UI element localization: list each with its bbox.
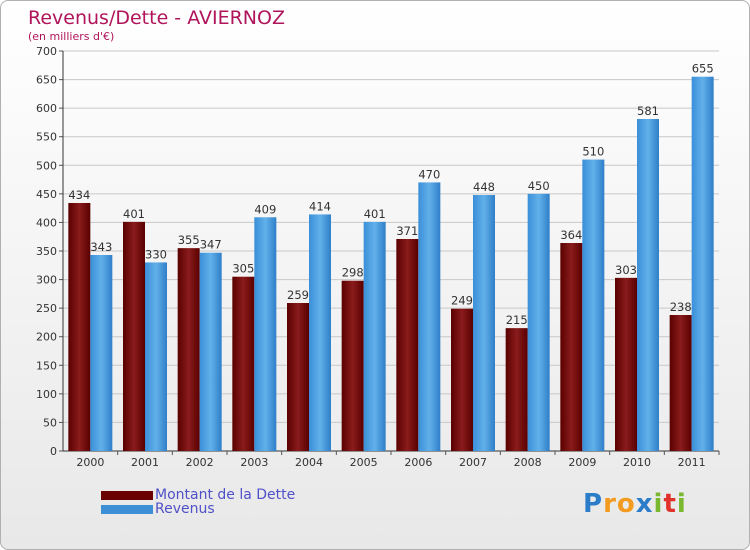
y-tick-label: 250 bbox=[36, 302, 57, 315]
legend-swatch-dette bbox=[101, 490, 153, 500]
bar-dette bbox=[68, 203, 91, 451]
data-label-dette: 249 bbox=[451, 294, 473, 308]
bar-revenus bbox=[637, 119, 659, 451]
y-tick-label: 550 bbox=[36, 131, 57, 144]
bar-revenus bbox=[199, 252, 222, 451]
bar-dette bbox=[177, 248, 200, 451]
data-label-revenus: 414 bbox=[309, 199, 331, 213]
bars bbox=[68, 76, 714, 452]
data-label-revenus: 347 bbox=[200, 238, 222, 252]
y-tick-label: 700 bbox=[36, 45, 57, 58]
bar-dette bbox=[560, 243, 583, 451]
bar-revenus bbox=[90, 255, 113, 451]
data-label-revenus: 330 bbox=[145, 247, 167, 261]
data-label-dette: 371 bbox=[396, 224, 418, 238]
logo-letter: o bbox=[616, 489, 636, 519]
x-tick-label: 2001 bbox=[131, 456, 159, 469]
data-label-revenus: 655 bbox=[692, 62, 714, 76]
logo-letter: i bbox=[653, 489, 664, 519]
legend-item-revenus: Revenus bbox=[101, 501, 215, 517]
bar-revenus bbox=[691, 76, 714, 451]
data-label-dette: 401 bbox=[123, 207, 145, 221]
logo-letter: x bbox=[635, 489, 654, 519]
y-tick-label: 350 bbox=[36, 245, 57, 258]
axes: 0 50 100 150 200 250 300 350 400 450 500 550 600 650 7… bbox=[36, 45, 720, 469]
logo-letter: i bbox=[676, 489, 687, 519]
y-tick-label: 200 bbox=[36, 331, 57, 344]
x-tick-label: 2003 bbox=[240, 456, 268, 469]
data-label-revenus: 448 bbox=[473, 180, 495, 194]
bar-revenus bbox=[473, 195, 495, 451]
bar-dette bbox=[615, 277, 637, 451]
bar-revenus bbox=[527, 193, 550, 451]
bar-revenus bbox=[309, 214, 331, 451]
y-tick-label: 500 bbox=[36, 159, 57, 172]
grid-lines bbox=[63, 50, 719, 423]
x-tick-label: 2004 bbox=[295, 456, 323, 469]
logo-letter: r bbox=[603, 489, 617, 519]
legend-label-dette: Montant de la Dette bbox=[155, 487, 296, 503]
data-label-revenus: 343 bbox=[90, 240, 112, 254]
bar-dette bbox=[396, 239, 419, 451]
data-label-revenus: 409 bbox=[254, 202, 276, 216]
data-label-dette: 238 bbox=[670, 300, 692, 314]
y-tick-label: 650 bbox=[36, 74, 57, 87]
y-tick-label: 600 bbox=[36, 102, 57, 115]
bar-revenus bbox=[145, 262, 167, 451]
x-tick-label: 2006 bbox=[404, 456, 432, 469]
y-tick-label: 400 bbox=[36, 216, 57, 229]
x-tick-label: 2008 bbox=[514, 456, 542, 469]
data-label-dette: 259 bbox=[287, 288, 309, 302]
data-label-dette: 364 bbox=[560, 228, 582, 242]
bar-revenus bbox=[582, 159, 605, 452]
y-tick-label: 150 bbox=[36, 359, 57, 372]
data-label-revenus: 510 bbox=[582, 145, 604, 159]
y-tick-label: 100 bbox=[36, 388, 57, 401]
logo-letter: t bbox=[663, 489, 677, 519]
y-tick-label: 50 bbox=[43, 416, 57, 429]
data-label-dette: 434 bbox=[68, 188, 90, 202]
data-label-revenus: 470 bbox=[418, 167, 440, 181]
x-tick-label: 2010 bbox=[623, 456, 651, 469]
data-label-revenus: 581 bbox=[637, 104, 659, 118]
data-label-dette: 215 bbox=[506, 313, 528, 327]
chart-subtitle: (en milliers d'€) bbox=[28, 30, 115, 43]
y-tick-label: 300 bbox=[36, 274, 57, 287]
data-label-dette: 305 bbox=[232, 262, 254, 276]
x-tick-label: 2000 bbox=[76, 456, 104, 469]
x-tick-label: 2007 bbox=[459, 456, 487, 469]
x-tick-label: 2011 bbox=[678, 456, 706, 469]
x-tick-label: 2005 bbox=[350, 456, 378, 469]
bar-dette bbox=[341, 280, 364, 451]
bar-dette bbox=[232, 276, 255, 451]
bar-revenus bbox=[418, 182, 441, 451]
bar-revenus bbox=[254, 217, 277, 451]
y-tick-label: 0 bbox=[50, 445, 57, 458]
data-label-dette: 298 bbox=[342, 266, 364, 280]
data-label-revenus: 401 bbox=[364, 207, 386, 221]
y-tick-label: 450 bbox=[36, 188, 57, 201]
legend-swatch-revenus bbox=[101, 504, 153, 514]
chart-title: Revenus/Dette - AVIERNOZ bbox=[28, 7, 285, 29]
bar-dette bbox=[505, 328, 528, 451]
bar-dette bbox=[123, 221, 145, 451]
proxiti-logo: Proxiti bbox=[583, 489, 687, 519]
data-label-revenus: 450 bbox=[528, 179, 550, 193]
data-labels: 434 343 401 330 355 347 305 409 259 414 298 401 371 4… bbox=[68, 62, 713, 327]
x-tick-label: 2002 bbox=[186, 456, 214, 469]
bar-dette bbox=[451, 308, 473, 451]
bar-revenus bbox=[363, 221, 386, 451]
logo-letter: P bbox=[583, 489, 604, 519]
data-label-dette: 303 bbox=[615, 263, 637, 277]
legend-item-dette: Montant de la Dette bbox=[101, 487, 296, 503]
bar-dette bbox=[287, 303, 309, 451]
data-label-dette: 355 bbox=[178, 233, 200, 247]
bar-dette bbox=[669, 315, 692, 451]
x-tick-label: 2009 bbox=[568, 456, 596, 469]
legend-label-revenus: Revenus bbox=[155, 501, 215, 517]
